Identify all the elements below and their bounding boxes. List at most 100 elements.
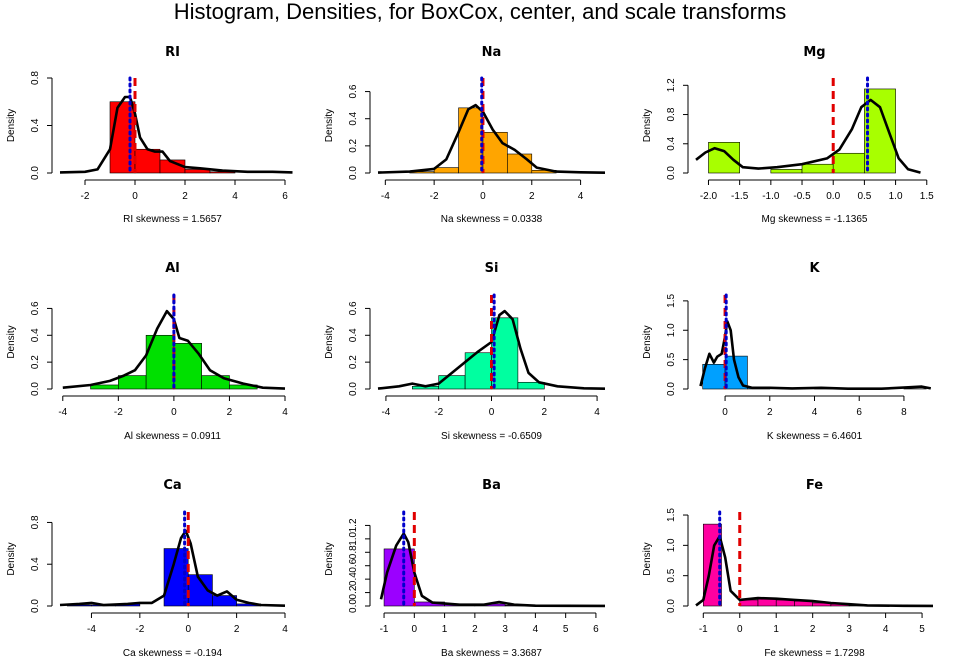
- y-tick-label: 0.2: [348, 138, 359, 152]
- x-tick-label: -1: [699, 624, 708, 635]
- y-tick-label: 0.0: [666, 599, 677, 613]
- histogram-bar: [801, 163, 834, 174]
- y-axis-label: Density: [6, 542, 17, 575]
- panel-k: K 0 2 4 6 8 0.0 0.5 1.0 1.5 Density K skewness = 6.…: [642, 261, 932, 442]
- histogram-bar: [832, 152, 865, 174]
- y-tick-label: 1.0: [666, 323, 677, 337]
- histogram-bar: [118, 375, 147, 390]
- x-tick-label: -2: [434, 407, 443, 418]
- panel-title: K: [809, 261, 820, 276]
- histogram-bar: [708, 142, 740, 174]
- x-tick-label: -2: [114, 407, 123, 418]
- panel-title: Ca: [163, 478, 181, 493]
- y-tick-label: 0.0: [30, 382, 41, 396]
- density-curve: [695, 535, 934, 608]
- y-tick-label: 0.4: [348, 111, 359, 125]
- y-tick-label: 0.5: [666, 568, 677, 582]
- panel-si: Si -4 -2 0 2 4 0.0 0.2 0.4 0.6 Density Si skewness …: [324, 261, 606, 442]
- panel-title: Na: [482, 45, 502, 60]
- y-tick-label: 0.6: [348, 84, 359, 98]
- x-tick-label: -2: [430, 191, 439, 202]
- x-tick-label: 4: [594, 407, 600, 418]
- x-tick-label: 2: [542, 407, 548, 418]
- histogram-bar: [464, 352, 492, 390]
- y-tick-label: 0.0: [666, 166, 677, 180]
- histogram-bar: [173, 343, 202, 390]
- y-tick-label: 0.0: [348, 382, 359, 396]
- x-tick-label: 1.5: [920, 191, 934, 202]
- x-tick-label: 0: [185, 624, 191, 635]
- x-tick-label: -4: [58, 407, 67, 418]
- x-tick-label: 2: [767, 407, 773, 418]
- y-tick-label: 0.6: [348, 558, 359, 572]
- y-tick-label: 0.0: [30, 166, 41, 180]
- x-tick-label: 0: [480, 191, 486, 202]
- x-tick-label: 0: [737, 624, 743, 635]
- panel-fe: Fe -1 0 1 2 3 4 5 0.0 0.5 1.0 1.5 Density Fe skewness…: [642, 478, 934, 659]
- histogram-bar: [90, 384, 119, 390]
- x-tick-label: 4: [812, 407, 818, 418]
- x-tick-label: 4: [282, 624, 288, 635]
- x-tick-label: 4: [883, 624, 889, 635]
- y-axis-label: Density: [642, 542, 653, 575]
- y-tick-label: 0.2: [348, 585, 359, 599]
- x-tick-label: 4: [232, 191, 238, 202]
- y-tick-label: 0.6: [348, 301, 359, 315]
- y-axis-label: Density: [642, 325, 653, 358]
- panel-al: Al -4 -2 0 2 4 0.0 0.2 0.4 0.6 Density Al skewness …: [6, 261, 288, 442]
- histogram-bar: [433, 167, 459, 174]
- panel-title: Si: [485, 261, 499, 276]
- x-tick-label: -0.5: [793, 191, 811, 202]
- panel-ri: RI -2 0 2 4 6 0.0 0.4 0.8 Density RI skewness = 1.…: [6, 45, 293, 225]
- x-tick-label: -1.5: [731, 191, 749, 202]
- x-tick-label: 6: [856, 407, 862, 418]
- histogram-bar: [482, 131, 508, 174]
- histogram-bar: [438, 375, 466, 390]
- x-tick-label: 8: [901, 407, 907, 418]
- y-tick-label: 0.2: [30, 355, 41, 369]
- x-tick-label: 6: [593, 624, 599, 635]
- y-tick-label: 1.0: [666, 538, 677, 552]
- y-tick-label: 0.8: [348, 545, 359, 559]
- x-axis-label: Mg skewness = -1.1365: [762, 214, 868, 225]
- panel-ba: Ba -1 0 1 2 3 4 5 6 0.00.20.40.60.81.01.2 Density B…: [324, 478, 606, 659]
- density-curve: [377, 103, 606, 174]
- x-tick-label: 0: [722, 407, 728, 418]
- x-tick-label: 6: [282, 191, 288, 202]
- y-tick-label: 0.8: [666, 107, 677, 121]
- y-tick-label: 0.4: [30, 118, 41, 132]
- histogram-bar: [770, 169, 803, 174]
- x-axis-label: Si skewness = -0.6509: [441, 431, 542, 442]
- x-tick-label: 2: [234, 624, 240, 635]
- x-tick-label: 4: [282, 407, 288, 418]
- y-tick-label: 0.0: [348, 166, 359, 180]
- y-tick-label: 0.4: [348, 572, 359, 586]
- panel-mg: Mg -2.0 -1.5 -1.0 -0.5 0.0 0.5 1.0 1.5 0.0 0.4 0.8 1…: [642, 45, 934, 225]
- density-curve: [699, 320, 932, 390]
- x-tick-label: 0: [412, 624, 418, 635]
- y-tick-label: 0.4: [348, 328, 359, 342]
- y-axis-label: Density: [324, 325, 335, 358]
- x-tick-label: 5: [563, 624, 569, 635]
- y-tick-label: 1.5: [666, 293, 677, 307]
- y-tick-label: 0.4: [30, 328, 41, 342]
- y-tick-label: 0.0: [30, 599, 41, 613]
- panel-title: Ba: [482, 478, 501, 493]
- x-tick-label: 1: [773, 624, 779, 635]
- y-tick-label: 0.2: [348, 355, 359, 369]
- x-tick-label: -1.0: [762, 191, 780, 202]
- panel-title: Al: [165, 261, 180, 276]
- x-tick-label: -2.0: [700, 191, 718, 202]
- x-tick-label: 4: [578, 191, 584, 202]
- y-tick-label: 1.0: [348, 531, 359, 545]
- y-tick-label: 0.0: [348, 599, 359, 613]
- y-tick-label: 0.8: [30, 71, 41, 85]
- x-tick-label: 1.0: [889, 191, 903, 202]
- x-axis-label: K skewness = 6.4601: [767, 431, 863, 442]
- x-tick-label: 0.0: [826, 191, 840, 202]
- page-title: Histogram, Densities, for BoxCox, center…: [173, 0, 787, 24]
- histogram-bar: [458, 107, 484, 174]
- panel-title: RI: [165, 45, 180, 60]
